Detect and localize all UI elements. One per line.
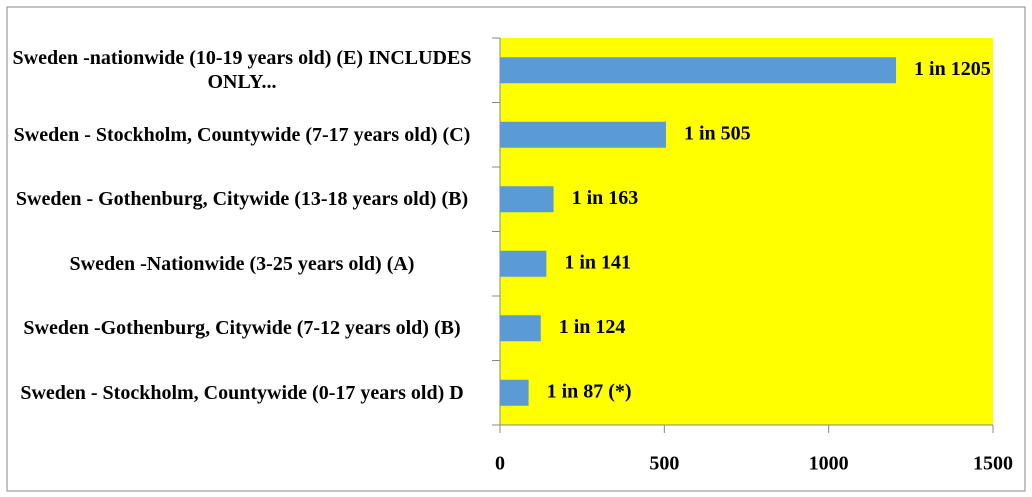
bar (500, 121, 666, 148)
category-label: Sweden - Stockholm, Countywide (7-17 yea… (13, 123, 471, 146)
data-label: 1 in 141 (564, 251, 631, 273)
category-label: Sweden -nationwide (10-19 years old) (E)… (12, 47, 472, 94)
bar (500, 186, 554, 213)
bar (500, 379, 529, 406)
data-label: 1 in 1205 (914, 58, 991, 80)
x-tick-label: 500 (649, 453, 679, 475)
x-tick-label: 0 (495, 453, 505, 475)
x-tick-label: 1000 (809, 453, 849, 475)
category-label: Sweden - Stockholm, Countywide (0-17 yea… (20, 381, 464, 404)
plot-area (500, 38, 993, 425)
category-label: Sweden -Nationwide (3-25 years old) (A) (69, 252, 415, 275)
category-label: Sweden -Gothenburg, Citywide (7-12 years… (23, 317, 461, 340)
chart-border (6, 6, 1026, 492)
x-tick-label: 1500 (973, 453, 1013, 475)
bar (500, 315, 541, 342)
data-label: 1 in 163 (572, 187, 639, 209)
data-label: 1 in 87 (*) (547, 380, 632, 402)
bar (500, 57, 897, 84)
data-label: 1 in 124 (559, 316, 626, 338)
data-label: 1 in 505 (684, 122, 751, 144)
category-label: Sweden - Gothenburg, Citywide (13-18 yea… (15, 188, 469, 211)
bar (500, 250, 547, 277)
